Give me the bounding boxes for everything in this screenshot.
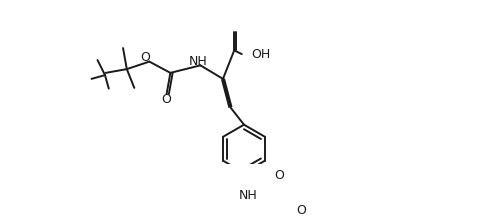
Text: O: O (296, 204, 306, 217)
Text: O: O (162, 93, 171, 106)
Text: OH: OH (251, 48, 270, 61)
Text: O: O (274, 169, 284, 182)
Text: O: O (141, 51, 151, 64)
Text: NH: NH (189, 55, 207, 68)
Text: NH: NH (239, 189, 257, 202)
